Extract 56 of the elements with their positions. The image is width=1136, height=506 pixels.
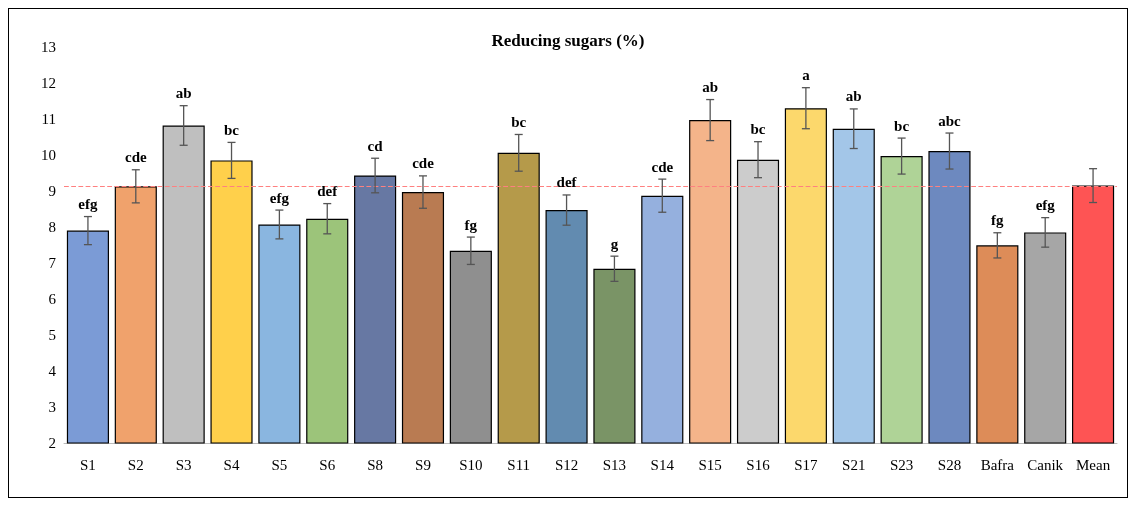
x-tick-label: S13 (602, 456, 627, 473)
x-tick-label: Mean (1075, 456, 1111, 473)
y-tick-label: 7 (48, 255, 57, 271)
x-tick-label: S4 (223, 456, 240, 473)
data-label: efg (78, 196, 99, 213)
data-label: efg (1035, 197, 1056, 214)
x-tick-label: S3 (175, 456, 192, 473)
data-label: def (556, 174, 578, 191)
x-tick-label: S5 (271, 456, 288, 473)
x-tick-label: S16 (746, 456, 771, 473)
y-tick-label: 6 (48, 291, 57, 307)
x-tick-label: S15 (698, 456, 722, 473)
x-tick-label: S8 (367, 456, 384, 473)
data-label: bc (894, 117, 910, 134)
x-tick-label: S12 (554, 456, 579, 473)
chart-title: Reducing sugars (%) (491, 31, 645, 50)
data-label: a (802, 67, 811, 84)
data-label: fg (991, 212, 1005, 229)
data-label: def (317, 183, 339, 200)
x-tick-label: Bafra (980, 456, 1015, 473)
x-tick-label: S9 (415, 456, 431, 473)
data-label: ab (175, 85, 192, 102)
data-label: g (610, 235, 619, 252)
x-tick-label: S1 (80, 456, 96, 473)
data-label: ab (845, 88, 862, 105)
data-label: cde (124, 149, 147, 166)
y-tick-label: 9 (48, 183, 56, 199)
x-tick-label: S14 (650, 456, 675, 473)
y-tick-label: 10 (41, 147, 56, 163)
y-tick-label: 8 (48, 219, 56, 235)
x-tick-label: Canik (1027, 456, 1064, 473)
y-tick-label: 3 (48, 399, 56, 415)
x-tick-label: S6 (319, 456, 336, 473)
data-label: abc (938, 112, 962, 129)
y-tick-label: 4 (48, 363, 57, 379)
y-tick-label: 2 (48, 435, 56, 451)
data-label: cd (367, 137, 384, 154)
data-label: bc (750, 121, 766, 138)
x-tick-label: S17 (794, 456, 819, 473)
y-tick-label: 11 (41, 111, 56, 127)
y-tick-label: 5 (48, 327, 56, 343)
data-label: bc (224, 121, 240, 138)
y-tick-label: 13 (41, 39, 56, 55)
data-label: efg (269, 189, 290, 206)
x-tick-label: S2 (127, 456, 144, 473)
data-label: fg (464, 216, 478, 233)
y-tick-label: 12 (41, 75, 56, 91)
data-label: ab (702, 79, 719, 96)
data-label: cde (651, 158, 674, 175)
x-tick-label: S28 (937, 456, 962, 473)
data-label: bc (511, 113, 527, 130)
x-tick-label: S23 (889, 456, 914, 473)
data-label: cde (412, 155, 435, 172)
x-tick-label: S21 (842, 456, 866, 473)
x-tick-label: S11 (507, 456, 531, 473)
x-tick-label: S10 (459, 456, 483, 473)
